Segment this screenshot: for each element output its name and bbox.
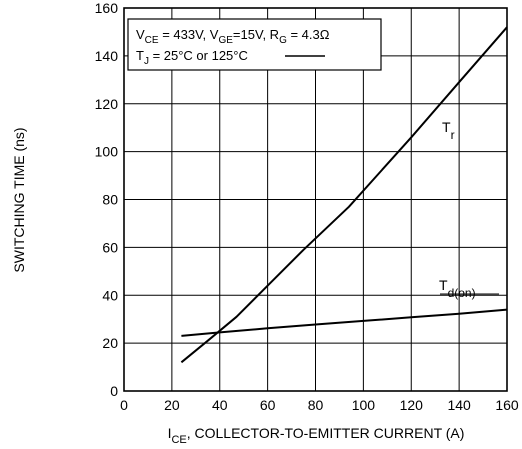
- x-tick-label: 120: [400, 397, 424, 413]
- x-axis-title: ICE​, COLLECTOR-TO-EMITTER CURRENT (A): [168, 425, 465, 446]
- series-layer: Tr​ Td(on)​: [180, 26, 508, 364]
- y-tick-label: 160: [95, 0, 119, 16]
- legend-test-conditions: VCE​ = 433V, VGE​=15V, RG​ = 4.3Ω: [136, 27, 330, 46]
- x-tick-label: 80: [308, 397, 324, 413]
- x-tick-label: 140: [447, 397, 471, 413]
- legend: VCE​ = 433V, VGE​=15V, RG​ = 4.3Ω TJ​ = …: [127, 18, 382, 71]
- x-tick-label: 60: [260, 397, 276, 413]
- legend-junction-temperature: TJ​ = 25°C or 125°C: [136, 48, 248, 67]
- x-tick-labels: 0 20 40 60 80 100 120 140 160: [120, 397, 519, 413]
- y-tick-label: 100: [95, 144, 119, 160]
- x-tick-label: 160: [495, 397, 519, 413]
- series-line-tr: [180, 26, 508, 364]
- y-tick-labels: 0 20 40 60 80 100 120 140 160: [95, 0, 119, 399]
- x-tick-label: 100: [352, 397, 376, 413]
- series-label-tr: Tr​: [442, 119, 455, 142]
- y-axis-title: SWITCHING TIME (ns): [11, 127, 27, 272]
- x-tick-label: 20: [164, 397, 180, 413]
- y-tick-label: 60: [102, 239, 118, 255]
- legend-box: [127, 18, 382, 71]
- y-tick-label: 40: [102, 287, 118, 303]
- y-tick-label: 120: [95, 96, 119, 112]
- x-tick-label: 0: [120, 397, 128, 413]
- plot-frame: [123, 7, 508, 392]
- y-tick-label: 0: [110, 383, 118, 399]
- y-tick-label: 20: [102, 335, 118, 351]
- y-tick-label: 140: [95, 48, 119, 64]
- series-label-td-on: Td(on)​: [439, 277, 476, 300]
- x-tick-label: 40: [212, 397, 228, 413]
- y-tick-label: 80: [102, 192, 118, 208]
- series-line-td-on: [181, 308, 508, 337]
